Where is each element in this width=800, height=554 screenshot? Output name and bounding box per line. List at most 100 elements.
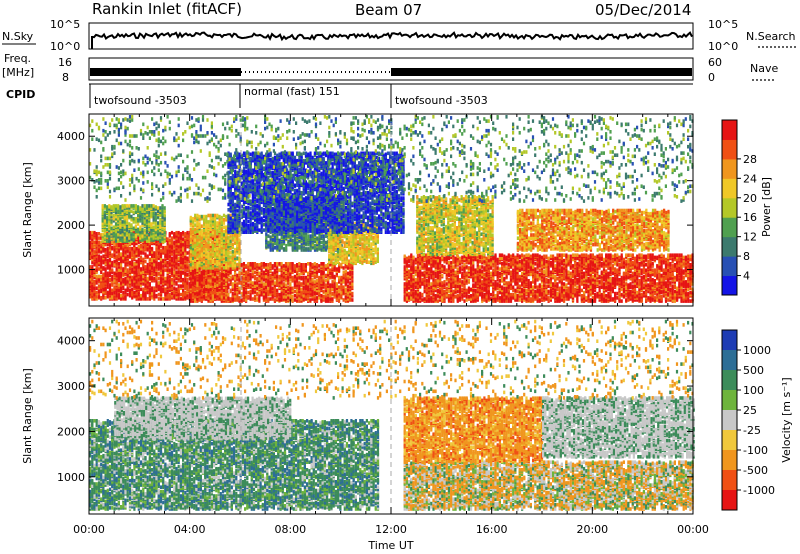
data-cell xyxy=(139,234,142,238)
data-cell xyxy=(159,238,162,242)
data-cell xyxy=(184,254,187,258)
data-cell xyxy=(163,209,166,213)
data-cell xyxy=(170,256,174,261)
data-cell xyxy=(225,244,228,249)
data-cell xyxy=(296,288,299,293)
data-cell xyxy=(134,220,137,224)
data-cell xyxy=(95,236,98,240)
data-cell xyxy=(163,213,166,218)
data-cell xyxy=(89,251,92,255)
data-cell xyxy=(198,274,201,279)
data-cell xyxy=(133,230,136,235)
data-cell xyxy=(108,231,111,236)
data-cell xyxy=(151,257,154,262)
data-cell xyxy=(300,263,303,267)
data-cell xyxy=(112,237,115,241)
data-cell xyxy=(162,266,165,270)
data-cell xyxy=(164,268,167,272)
data-cell xyxy=(130,204,133,208)
data-cell xyxy=(335,294,338,298)
data-cell xyxy=(128,260,132,265)
data-cell xyxy=(205,286,208,291)
data-cell xyxy=(260,262,263,266)
data-cell xyxy=(128,288,132,293)
data-cell xyxy=(207,291,210,296)
data-cell xyxy=(231,250,234,254)
data-cell xyxy=(220,274,223,279)
data-cell xyxy=(251,297,254,301)
data-cell xyxy=(166,294,169,299)
data-cell xyxy=(234,283,237,287)
data-cell xyxy=(227,278,230,282)
data-cell xyxy=(121,220,124,224)
data-cell xyxy=(148,269,151,273)
data-cell xyxy=(222,263,226,267)
data-cell xyxy=(151,286,154,290)
data-cell xyxy=(153,251,156,255)
data-cell xyxy=(198,214,201,219)
data-cell xyxy=(108,265,112,269)
data-cell xyxy=(216,246,219,251)
data-cell xyxy=(189,250,192,254)
data-cell xyxy=(170,281,174,285)
data-cell xyxy=(106,220,109,224)
data-cell xyxy=(200,228,203,233)
data-cell xyxy=(135,275,138,280)
data-cell xyxy=(146,242,149,247)
freq-frame xyxy=(88,57,694,81)
data-cell xyxy=(203,288,206,293)
data-cell xyxy=(315,263,319,267)
data-cell xyxy=(289,272,292,277)
data-cell xyxy=(103,204,106,208)
data-cell xyxy=(269,246,272,250)
data-cell xyxy=(227,254,230,258)
data-cell xyxy=(298,272,301,277)
data-cell xyxy=(141,227,144,232)
data-cell xyxy=(104,296,107,300)
data-cell xyxy=(309,266,312,270)
data-cell xyxy=(200,284,203,288)
data-cell xyxy=(179,256,182,261)
data-cell xyxy=(111,262,114,267)
data-cell xyxy=(191,250,195,254)
data-cell xyxy=(102,260,105,265)
data-cell xyxy=(132,216,135,221)
data-cell xyxy=(155,286,158,290)
data-cell xyxy=(198,270,201,275)
data-cell xyxy=(333,274,336,279)
data-cell xyxy=(137,244,140,249)
data-cell xyxy=(108,258,112,263)
data-cell xyxy=(139,255,143,260)
data-cell xyxy=(179,232,182,236)
data-cell xyxy=(211,290,214,295)
data-cell xyxy=(229,270,232,275)
data-cell xyxy=(203,257,206,261)
data-cell xyxy=(208,236,211,240)
data-cell xyxy=(225,292,228,297)
data-cell xyxy=(108,244,112,249)
data-cell xyxy=(249,292,252,297)
data-cell xyxy=(214,229,217,234)
data-cell xyxy=(198,290,201,295)
data-cell xyxy=(177,273,180,278)
data-cell xyxy=(108,296,112,300)
data-cell xyxy=(205,281,208,285)
data-cell xyxy=(229,299,232,303)
data-cell xyxy=(137,264,140,268)
data-cell xyxy=(125,210,129,215)
data-cell xyxy=(154,224,157,228)
data-cell xyxy=(95,232,98,236)
data-cell xyxy=(196,299,199,303)
data-cell xyxy=(177,267,180,271)
data-cell xyxy=(124,262,127,267)
data-cell xyxy=(166,237,169,241)
data-cell xyxy=(104,251,107,255)
data-cell xyxy=(135,268,138,272)
data-cell xyxy=(227,261,230,266)
data-cell xyxy=(298,286,301,291)
data-cell xyxy=(135,265,138,269)
data-cell xyxy=(220,291,223,296)
data-cell xyxy=(106,273,109,278)
data-cell xyxy=(153,271,156,276)
nsky-frame xyxy=(88,22,694,50)
